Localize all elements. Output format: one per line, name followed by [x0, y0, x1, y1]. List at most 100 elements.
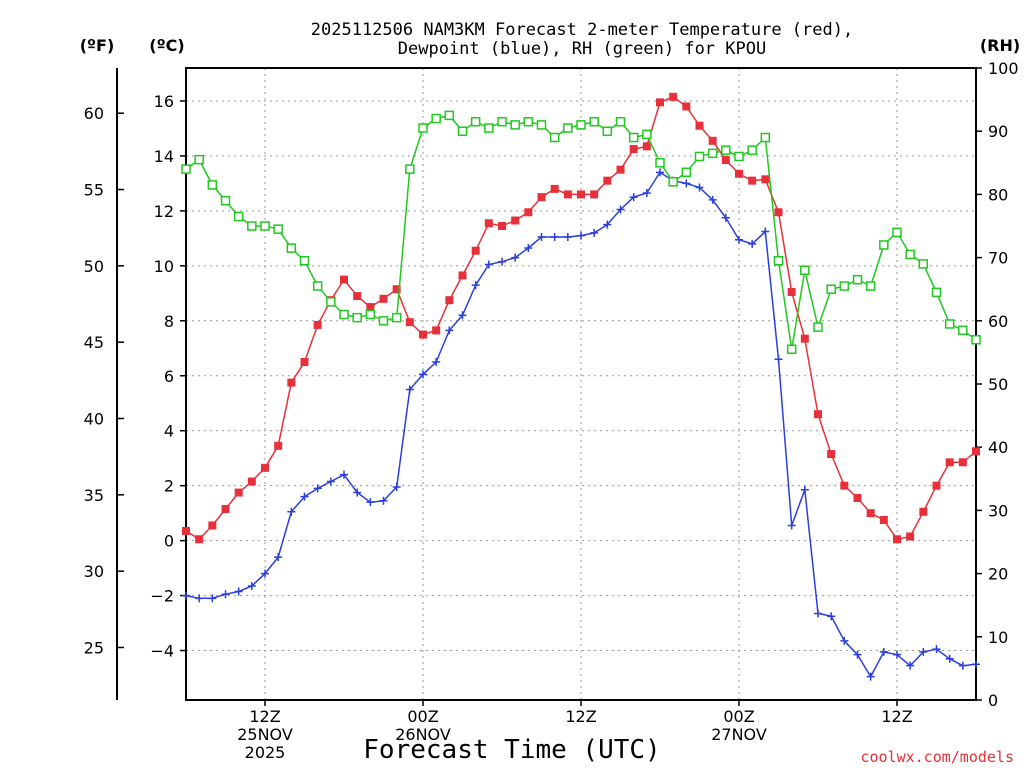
- temperature-point: [208, 521, 217, 530]
- x-tick-label: 27NOV: [711, 725, 767, 744]
- dewpoint-point: [800, 485, 809, 494]
- dewpoint-point: [445, 326, 454, 335]
- rh-point: [484, 123, 494, 133]
- temperature-point: [195, 535, 204, 544]
- dewpoint-point: [919, 647, 928, 656]
- temperature-point: [498, 222, 506, 230]
- rh-point: [207, 180, 218, 190]
- temperature-point: [972, 447, 980, 456]
- rh-point: [905, 249, 915, 260]
- temperature-point: [261, 463, 269, 472]
- temperature-point: [603, 176, 612, 185]
- temperature-point: [748, 176, 757, 185]
- temperature-point: [656, 98, 664, 107]
- celsius-unit-label: (ºC): [149, 36, 184, 55]
- dewpoint-point: [735, 235, 743, 244]
- dewpoint-point: [432, 358, 441, 367]
- temperature-point: [721, 156, 730, 165]
- rh-point: [707, 148, 718, 159]
- rh-point: [365, 309, 376, 320]
- rh-point: [352, 312, 362, 323]
- rh-point: [457, 126, 468, 136]
- temperature-point: [524, 208, 533, 217]
- rh-point: [800, 265, 810, 275]
- rh-point: [286, 243, 297, 253]
- celsius-tick-label: 16: [154, 92, 174, 111]
- temperature-point: [247, 477, 256, 486]
- rh-point: [497, 116, 507, 127]
- rh-point: [773, 256, 784, 266]
- temperature-point: [735, 169, 743, 178]
- rh-tick-label: 90: [988, 122, 1008, 141]
- temperature-point: [682, 102, 691, 111]
- rh-point: [655, 158, 665, 168]
- dewpoint-point: [787, 521, 796, 530]
- rh-point: [510, 120, 520, 130]
- rh-point: [247, 221, 257, 231]
- rh-point: [958, 325, 968, 336]
- dewpoint-point: [814, 609, 822, 618]
- dewpoint-point: [511, 253, 520, 262]
- temperature-point: [287, 378, 296, 387]
- temperature-point: [511, 216, 520, 225]
- rh-point: [944, 319, 955, 329]
- temperature-point: [616, 165, 625, 174]
- celsius-tick-label: −2: [150, 587, 174, 606]
- dewpoint-point: [616, 205, 625, 214]
- rh-point: [865, 281, 876, 291]
- dewpoint-point: [695, 183, 704, 192]
- temperature-point: [800, 334, 809, 343]
- dewpoint-point: [234, 587, 243, 596]
- rh-point: [418, 123, 428, 133]
- dewpoint-point: [379, 496, 388, 505]
- rh-point: [273, 224, 283, 234]
- dewpoint-point: [366, 498, 375, 507]
- rh-point: [971, 335, 981, 345]
- temperature-point: [300, 358, 309, 367]
- dewpoint-point: [208, 594, 217, 603]
- temperature-point: [945, 458, 954, 467]
- temperature-point: [708, 136, 717, 145]
- x-tick-label: 00Z: [407, 707, 438, 726]
- rh-point: [668, 177, 678, 187]
- celsius-tick-label: 2: [164, 477, 174, 496]
- celsius-tick-label: 6: [164, 367, 174, 386]
- rh-tick-label: 20: [988, 565, 1008, 584]
- temperature-point: [906, 532, 915, 541]
- rh-point: [194, 154, 204, 165]
- rh-point: [470, 116, 481, 127]
- rh-point: [391, 312, 402, 323]
- dewpoint-point: [827, 612, 836, 621]
- rh-tick-label: 40: [988, 438, 1008, 457]
- dewpoint-point: [958, 661, 967, 670]
- dewpoint-point: [405, 385, 414, 394]
- dewpoint-point: [853, 650, 862, 659]
- temperature-point: [853, 494, 862, 503]
- rh-point: [852, 274, 863, 285]
- temperature-point: [366, 303, 375, 312]
- dewpoint-point: [419, 370, 427, 379]
- temperature-point: [313, 320, 322, 329]
- dewpoint-point: [484, 260, 493, 269]
- temperature-point: [537, 193, 546, 202]
- fahrenheit-tick-label: 30: [84, 562, 104, 581]
- temperature-point: [629, 145, 638, 154]
- rh-point: [260, 221, 270, 231]
- temperature-point: [919, 507, 928, 516]
- rh-point: [378, 316, 389, 326]
- dewpoint-point: [945, 654, 954, 663]
- rh-point: [813, 322, 823, 332]
- chart-title-line-1: 2025112506 NAM3KM Forecast 2-meter Tempe…: [311, 20, 853, 40]
- fahrenheit-tick-label: 35: [84, 486, 104, 505]
- temperature-point: [590, 190, 599, 199]
- temperature-point: [814, 410, 822, 419]
- rh-point: [549, 132, 560, 143]
- dewpoint-point: [195, 594, 204, 603]
- dewpoint-point: [563, 232, 572, 241]
- dewpoint-point: [537, 232, 546, 241]
- rh-point: [181, 164, 191, 174]
- x-tick-label: 25NOV: [237, 725, 293, 744]
- temperature-point: [642, 142, 651, 151]
- rh-point: [563, 123, 573, 133]
- rh-tick-label: 100: [988, 59, 1019, 78]
